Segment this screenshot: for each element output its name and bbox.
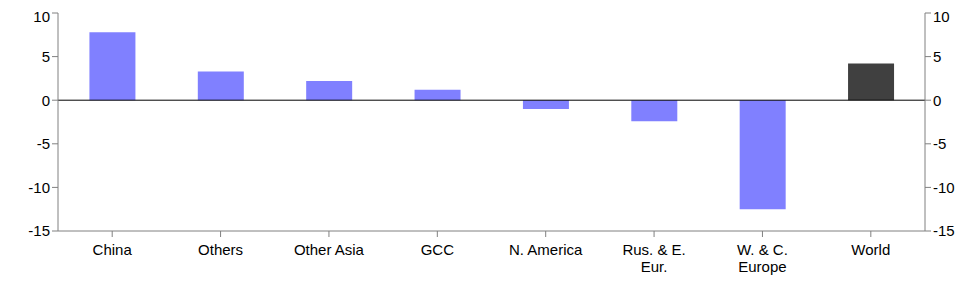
- svg-text:-15: -15: [933, 222, 955, 239]
- svg-text:N. America: N. America: [509, 241, 583, 258]
- svg-text:-10: -10: [28, 179, 50, 196]
- svg-text:GCC: GCC: [421, 241, 455, 258]
- svg-text:-15: -15: [28, 222, 50, 239]
- svg-text:5: 5: [42, 48, 50, 65]
- svg-text:5: 5: [933, 48, 941, 65]
- svg-text:W. & C.: W. & C.: [737, 241, 788, 258]
- svg-text:Europe: Europe: [738, 258, 786, 275]
- svg-text:Eur.: Eur.: [641, 258, 668, 275]
- svg-text:-5: -5: [933, 135, 946, 152]
- svg-text:0: 0: [42, 92, 50, 109]
- svg-text:0: 0: [933, 92, 941, 109]
- svg-text:World: World: [851, 241, 890, 258]
- svg-text:China: China: [93, 241, 133, 258]
- svg-text:-5: -5: [37, 135, 50, 152]
- svg-text:Other Asia: Other Asia: [294, 241, 365, 258]
- svg-text:10: 10: [933, 8, 950, 25]
- svg-text:-10: -10: [933, 179, 955, 196]
- svg-text:Rus. & E.: Rus. & E.: [622, 241, 685, 258]
- svg-text:10: 10: [33, 8, 50, 25]
- svg-text:Others: Others: [198, 241, 243, 258]
